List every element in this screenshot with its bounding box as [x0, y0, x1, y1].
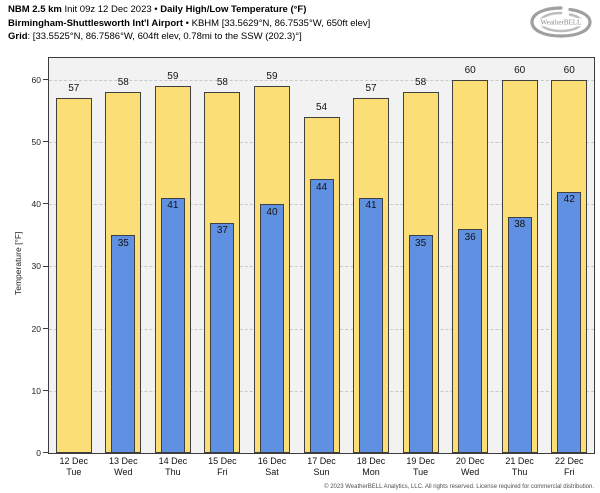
low-bar: [557, 191, 582, 453]
low-bar: [259, 204, 284, 453]
x-label-day: Sun: [313, 467, 330, 477]
high-value-label: 54: [315, 102, 328, 114]
low-value-label: 42: [563, 194, 575, 206]
copyright-notice: © 2023 WeatherBELL Analytics, LLC. All r…: [324, 484, 594, 490]
low-value-label: 41: [365, 200, 377, 212]
low-bar: [111, 235, 136, 453]
logo-brand-text: WeatherBELL: [541, 19, 582, 27]
y-tick-label: 50: [31, 136, 41, 147]
low-bar: [458, 229, 483, 453]
x-label-date: 21 Dec: [505, 456, 534, 466]
x-label-day: Tue: [412, 467, 429, 477]
grid-details: : [33.5525°N, 86.7586°W, 604ft elev, 0.7…: [27, 31, 302, 42]
y-tick-label: 60: [31, 74, 41, 85]
high-value-label: 57: [68, 83, 80, 95]
y-tick-mark: [43, 79, 48, 81]
x-label-date: 18 Dec: [356, 456, 386, 466]
x-label-day: Tue: [66, 467, 82, 477]
x-axis-label: 20 Dec Wed: [445, 456, 495, 478]
x-axis-label: 19 Dec Tue: [396, 456, 446, 478]
low-bar: [408, 235, 433, 453]
high-value-label: 59: [167, 70, 179, 82]
chart-title: Daily High/Low Temperature (°F): [160, 4, 307, 15]
x-axis-label: 18 Dec Mon: [346, 456, 396, 478]
high-value-label: 58: [117, 77, 129, 89]
high-value-label: 58: [415, 77, 427, 89]
x-label-day: Mon: [362, 467, 380, 477]
x-label-date: 16 Dec: [257, 456, 287, 466]
x-label-day: Fri: [217, 467, 228, 477]
low-value-label: 35: [415, 237, 427, 249]
y-tick-label: 30: [31, 261, 41, 272]
x-axis-label: 17 Dec Sun: [297, 456, 347, 478]
low-bar: [507, 216, 532, 453]
high-value-label: 59: [266, 70, 278, 82]
low-bar: [160, 197, 185, 453]
gridline-60: [49, 79, 594, 81]
y-tick-mark: [43, 265, 48, 267]
y-tick-label: 40: [31, 199, 41, 210]
y-tick-mark: [43, 452, 48, 454]
x-label-day: Wed: [114, 467, 133, 477]
low-value-label: 35: [117, 237, 129, 249]
grid-label: Grid: [8, 31, 28, 42]
separator-dot: •: [154, 4, 161, 15]
low-bar: [309, 179, 334, 453]
header-line-2: Birmingham-Shuttlesworth Int'l Airport •…: [8, 17, 370, 31]
low-value-label: 40: [266, 206, 278, 218]
x-axis-label: 15 Dec Fri: [197, 456, 247, 478]
x-label-date: 22 Dec: [554, 456, 584, 466]
chart-header: NBM 2.5 km Init 09z 12 Dec 2023 • Daily …: [8, 3, 370, 44]
y-tick-mark: [43, 327, 48, 329]
high-value-label: 60: [514, 64, 526, 76]
x-label-date: 13 Dec: [109, 456, 138, 466]
x-label-date: 12 Dec: [59, 456, 89, 466]
low-value-label: 37: [216, 225, 228, 237]
x-label-day: Sat: [265, 467, 279, 477]
x-axis-label: 13 Dec Wed: [98, 456, 148, 478]
low-value-label: 41: [167, 200, 179, 212]
x-label-day: Fri: [563, 467, 575, 477]
plot-area: 0 10 20 30 40 50 60 57 12 Dec Tue 58 35 13 Dec Wed 59 4…: [32, 57, 595, 477]
y-tick-label: 20: [31, 323, 41, 334]
high-value-label: 60: [563, 64, 575, 76]
product-name: NBM 2.5 km: [8, 4, 62, 15]
x-label-date: 20 Dec: [455, 456, 485, 466]
high-value-label: 57: [365, 83, 377, 95]
separator-dot: •: [183, 17, 192, 29]
low-value-label: 36: [464, 231, 476, 243]
y-tick-mark: [43, 390, 48, 392]
y-tick-mark: [43, 141, 48, 143]
header-line-1: NBM 2.5 km Init 09z 12 Dec 2023 • Daily …: [8, 4, 307, 15]
y-tick-label: 10: [31, 385, 41, 396]
high-bar: [55, 98, 92, 453]
x-label-date: 14 Dec: [158, 456, 188, 466]
x-label-day: Thu: [165, 467, 181, 477]
high-value-label: 60: [464, 64, 476, 76]
x-axis-label: 14 Dec Thu: [148, 456, 198, 478]
low-bar: [359, 197, 384, 453]
weatherbell-logo: WeatherBELL: [530, 6, 592, 38]
high-value-label: 58: [216, 77, 228, 89]
x-label-day: Thu: [511, 467, 528, 477]
low-value-label: 38: [514, 219, 526, 231]
x-label-day: Wed: [460, 467, 480, 477]
x-label-date: 19 Dec: [406, 456, 435, 466]
y-tick-label: 0: [36, 448, 41, 458]
x-axis-label: 16 Dec Sat: [247, 456, 297, 478]
x-axis-label: 22 Dec Fri: [544, 456, 594, 478]
x-axis-label: 21 Dec Thu: [495, 456, 545, 478]
x-axis-label: 12 Dec Tue: [49, 456, 99, 478]
y-tick-mark: [43, 203, 48, 205]
x-label-date: 15 Dec: [208, 456, 237, 466]
x-label-date: 17 Dec: [307, 456, 336, 466]
low-value-label: 44: [315, 181, 328, 193]
station-name: Birmingham-Shuttlesworth Int'l Airport: [8, 17, 184, 29]
low-bar: [210, 222, 235, 453]
header-line-3: Grid: [33.5525°N, 86.7586°W, 604ft elev,…: [8, 30, 370, 44]
station-details: KBHM [33.5629°N, 86.7535°W, 650ft elev]: [191, 17, 371, 29]
logo-text-band: [539, 18, 583, 27]
